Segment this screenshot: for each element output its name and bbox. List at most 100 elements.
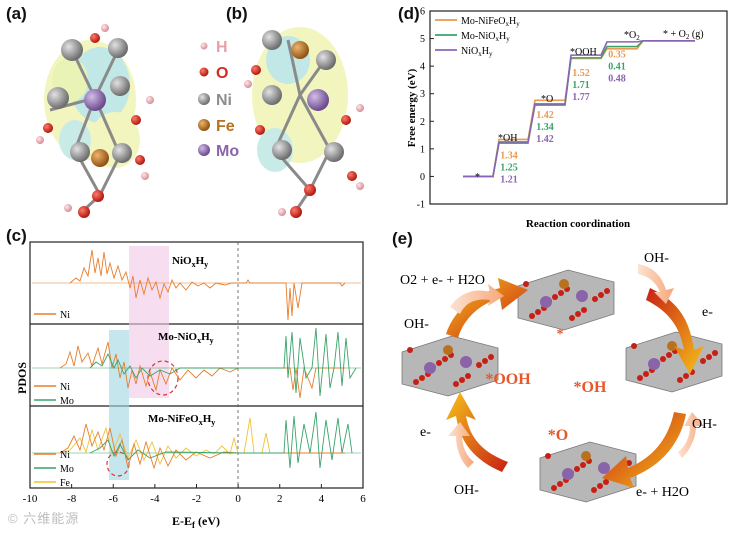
h-atom: [356, 104, 364, 112]
panel-label-e: (e): [392, 229, 413, 248]
energy-ytick-label: -1: [417, 200, 425, 211]
ni-atom: [262, 85, 282, 105]
catalyst-slab: [517, 269, 615, 331]
mo-atom: [576, 290, 588, 302]
energy-ytick-label: 5: [420, 34, 425, 45]
species-e-right-top: e-: [702, 305, 713, 320]
pdos3-fe-curve: [59, 417, 345, 466]
energy-step-value: 1.25: [500, 163, 518, 174]
pdos3-legend-mo-label: Mo: [60, 464, 74, 475]
energy-plot-frame: [429, 10, 728, 205]
o-atom: [569, 315, 575, 321]
side-arrow-top-left: [450, 284, 504, 314]
o-atom: [453, 381, 459, 387]
mo-atom: [648, 358, 660, 370]
structure-b: [244, 27, 364, 218]
o-atom: [552, 294, 558, 300]
legend-label-nio: NiOxHy: [461, 46, 493, 58]
o-atom: [90, 33, 100, 43]
o-atom: [304, 184, 316, 196]
pdos-frame: [29, 241, 364, 489]
o-atom: [677, 377, 683, 383]
h-atom: [101, 24, 109, 32]
legend-h-icon: [200, 42, 208, 50]
species-oh-right-bottom: OH-: [692, 417, 717, 432]
step-label-oh: *OH: [498, 133, 517, 144]
catalyst-slab: [401, 335, 499, 397]
pdos1-ni-curve: [69, 249, 346, 321]
atom-legend: H O Ni Fe Mo: [198, 39, 239, 160]
o-atom: [465, 373, 471, 379]
legend-ni-icon: [198, 93, 210, 105]
h-atom: [64, 204, 72, 212]
side-arrow-bottom-left: [448, 422, 474, 468]
pdos1-legend-ni-label: Ni: [60, 310, 70, 321]
pdos-xtick-label: 2: [277, 493, 283, 505]
o-atom: [529, 313, 535, 319]
legend-label-mo-nifeo: Mo-NiFeOxHy: [461, 16, 520, 28]
species-e-left-bottom: e-: [420, 425, 431, 440]
ni-atom: [262, 30, 282, 50]
pdos-x-axis: -10 -8 -6 -4 -2 0 2 4 6: [23, 484, 366, 505]
energy-step-value: 1.21: [500, 175, 518, 186]
o-atom: [436, 360, 442, 366]
pdos1-legend: Ni: [34, 310, 70, 321]
o-atom: [626, 460, 632, 466]
mo-atom: [540, 296, 552, 308]
energy-step-value: 1.52: [572, 68, 590, 79]
energy-ytick-label: 1: [420, 144, 425, 155]
step-label-star: *: [475, 172, 480, 183]
ni-atom: [61, 39, 83, 61]
o-atom: [598, 292, 604, 298]
o-atom: [712, 350, 718, 356]
o-atom: [459, 377, 465, 383]
energy-ytick-label: 4: [420, 62, 425, 73]
o-atom: [643, 371, 649, 377]
pdos2-legend-mo-label: Mo: [60, 396, 74, 407]
species-oh-left-top: OH-: [404, 317, 429, 332]
legend-ni-label: Ni: [216, 92, 232, 109]
h-atom: [146, 96, 154, 104]
o-atom: [597, 483, 603, 489]
o-atom: [700, 358, 706, 364]
pdos-xtick-label: -4: [150, 493, 160, 505]
pdos3-legend-ni-label: Ni: [60, 450, 70, 461]
energy-step-value: 1.34: [536, 122, 554, 133]
h-atom: [278, 208, 286, 216]
pdos-xtick-label: -10: [23, 493, 38, 505]
fe-atom: [581, 451, 591, 461]
energy-ytick-label: 3: [420, 89, 425, 100]
ni-atom: [47, 87, 69, 109]
cycle-arrow-top-right: [646, 288, 704, 374]
cycle-label-ooh: *OOH: [485, 371, 531, 388]
legend-mo-label: Mo: [216, 143, 239, 160]
energy-step-value: 0.41: [608, 61, 626, 72]
step-label-final: * + O2 (g): [663, 29, 704, 41]
mo-atom: [424, 362, 436, 374]
pdos-xtick-label: 4: [319, 493, 325, 505]
o-atom: [551, 485, 557, 491]
o-atom: [575, 311, 581, 317]
o-atom: [603, 479, 609, 485]
o-atom: [135, 155, 145, 165]
o-atom: [574, 466, 580, 472]
energy-step-value: 0.35: [608, 49, 626, 60]
step-label-o2: *O2: [624, 30, 640, 42]
pdos-highlight-pink: [129, 246, 169, 398]
o-atom: [683, 373, 689, 379]
energy-ytick-label: 0: [420, 172, 425, 183]
ni-atom: [324, 142, 344, 162]
pdos3-legend-fe-label: Fe: [60, 478, 71, 489]
fe-atom: [291, 41, 309, 59]
ni-atom: [108, 38, 128, 58]
energy-series-line: [463, 39, 695, 178]
species-oh-left-bottom: OH-: [454, 483, 479, 498]
energy-step-value: 1.42: [536, 134, 554, 145]
fe-atom: [667, 341, 677, 351]
energy-step-value: 1.71: [572, 80, 590, 91]
o-atom: [660, 356, 666, 362]
mo-atom: [598, 462, 610, 474]
pdos1-title: NiOxHy: [172, 255, 208, 269]
h-atom: [141, 172, 149, 180]
